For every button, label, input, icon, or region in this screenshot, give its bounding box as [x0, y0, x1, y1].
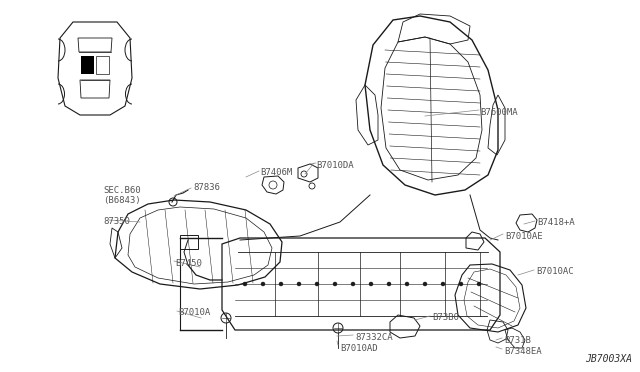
Circle shape [477, 282, 481, 286]
Text: B7010AD: B7010AD [340, 344, 378, 353]
Text: 87836: 87836 [193, 183, 220, 192]
Text: B7010DA: B7010DA [316, 161, 354, 170]
Text: B7010AC: B7010AC [536, 267, 573, 276]
Bar [96, 56, 109, 74]
Circle shape [243, 282, 247, 286]
Text: B7450: B7450 [175, 259, 202, 268]
Circle shape [315, 282, 319, 286]
Text: B7010A: B7010A [178, 308, 211, 317]
Text: 87350: 87350 [103, 217, 130, 226]
Text: (B6843): (B6843) [103, 196, 141, 205]
Bar [180, 235, 198, 249]
Circle shape [459, 282, 463, 286]
Bar [81, 56, 94, 74]
Circle shape [423, 282, 427, 286]
Text: B73B0: B73B0 [432, 313, 459, 322]
Circle shape [387, 282, 391, 286]
Text: B7418+A: B7418+A [537, 218, 575, 227]
Text: 87332CA: 87332CA [355, 333, 392, 342]
Text: SEC.B60: SEC.B60 [103, 186, 141, 195]
Text: B7010AE: B7010AE [505, 232, 543, 241]
Circle shape [297, 282, 301, 286]
Circle shape [333, 282, 337, 286]
Circle shape [261, 282, 265, 286]
Circle shape [351, 282, 355, 286]
Text: JB7003XA: JB7003XA [585, 354, 632, 364]
Text: B7348EA: B7348EA [504, 347, 541, 356]
Circle shape [279, 282, 283, 286]
Circle shape [405, 282, 409, 286]
Text: B7600MA: B7600MA [480, 108, 518, 117]
Circle shape [369, 282, 373, 286]
Circle shape [441, 282, 445, 286]
Text: B731B: B731B [504, 336, 531, 345]
Text: B7406M: B7406M [260, 168, 292, 177]
